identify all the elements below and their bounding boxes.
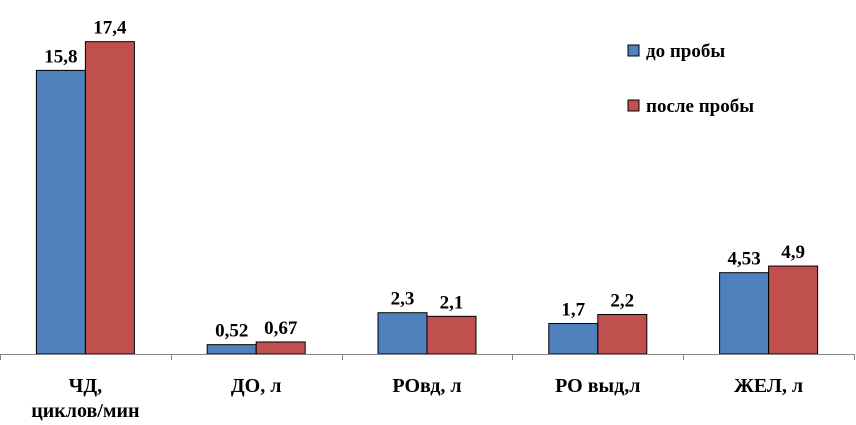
legend: до пробы после пробы [627, 41, 754, 117]
data-label-before-1: 0,52 [215, 321, 248, 342]
category-label-0-line1: циклов/мин [31, 400, 139, 422]
legend-swatch-after [627, 99, 640, 112]
category-label-0-line0: ЧД, [69, 375, 102, 397]
category-labels-layer: ЧД, циклов/мин ДО, л РОвд, л РО выд,л ЖЕЛ, л [31, 375, 803, 422]
bar-after-3 [597, 314, 648, 355]
data-label-before-4: 4,53 [727, 249, 760, 270]
data-label-before-2: 2,3 [391, 289, 415, 310]
data-label-after-2: 2,1 [440, 292, 464, 313]
legend-swatch-before [627, 44, 640, 57]
bar-after-0 [84, 41, 135, 355]
bar-before-1 [206, 344, 257, 355]
category-label-2: РОвд, л [392, 375, 461, 397]
data-label-after-0: 17,4 [93, 18, 127, 39]
category-label-4: ЖЕЛ, л [734, 375, 803, 397]
bar-before-0 [35, 69, 86, 355]
data-label-before-0: 15,8 [44, 46, 77, 67]
x-axis [0, 354, 855, 360]
data-label-after-1: 0,67 [264, 318, 298, 339]
bar-before-3 [548, 322, 599, 355]
bar-before-4 [719, 272, 770, 355]
bar-after-4 [768, 265, 819, 355]
data-label-before-3: 1,7 [561, 299, 585, 320]
bar-after-2 [426, 315, 477, 355]
category-label-1: ДО, л [231, 375, 282, 397]
bar-before-2 [377, 312, 428, 355]
legend-label-after: после пробы [646, 96, 754, 117]
legend-label-before: до пробы [646, 41, 725, 62]
data-label-after-4: 4,9 [781, 242, 805, 263]
bar-after-1 [255, 341, 306, 355]
data-labels-layer: 15,8 17,4 0,52 0,67 2,3 2,1 1,7 2,2 4,53 4,9 [44, 18, 805, 342]
data-label-after-3: 2,2 [610, 291, 634, 312]
category-label-3: РО выд,л [555, 375, 640, 397]
bars-layer [35, 41, 819, 355]
